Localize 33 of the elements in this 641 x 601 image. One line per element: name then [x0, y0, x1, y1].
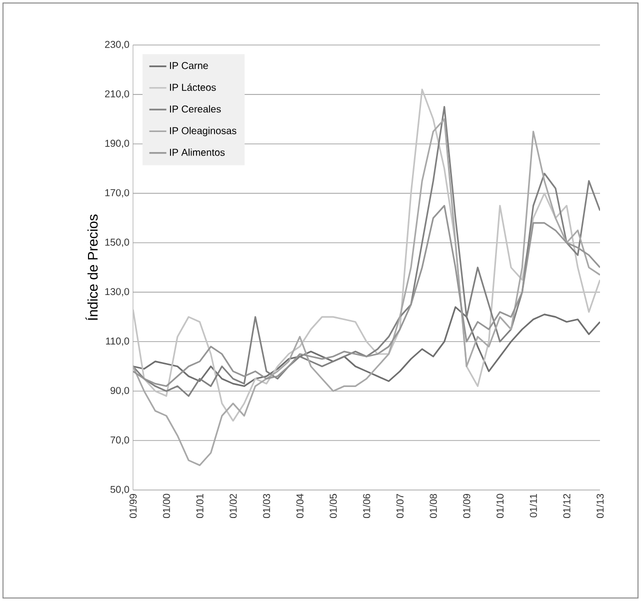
x-tick-label: 01/01: [196, 494, 204, 518]
x-tick-label: 01/00: [162, 494, 170, 518]
x-tick-label: 01/08: [430, 494, 437, 518]
x-tick-label: 01/10: [496, 494, 504, 518]
x-tick-label: 01/07: [396, 494, 404, 518]
x-tick-label: 01/11: [530, 494, 537, 518]
x-tick-label: 01/05: [329, 494, 337, 518]
y-tick-label: 190,0: [105, 140, 130, 148]
x-tick-label: 01/04: [296, 494, 304, 518]
line-series: [133, 306, 600, 387]
x-tick-label: 01/13: [596, 494, 604, 518]
y-tick-label: 150,0: [105, 238, 130, 247]
x-tick-label: 01/03: [262, 494, 270, 518]
legend-label: IP Cereales: [170, 105, 221, 113]
x-tick-label: 01/02: [229, 494, 237, 518]
y-tick-label: 70,0: [110, 436, 130, 445]
legend-label: IP Oleaginosas: [170, 126, 236, 136]
legend-label: IP Carne: [170, 62, 208, 70]
y-tick-label: 230,0: [105, 40, 130, 50]
y-tick-label: 170,0: [105, 189, 130, 198]
y-axis-title: Índice de Precios: [85, 214, 98, 320]
x-tick-label: 01/06: [362, 494, 370, 518]
line-series: [133, 204, 600, 387]
y-tick-label: 90,0: [110, 386, 130, 396]
x-tick-label: 01/12: [562, 494, 570, 518]
legend-label: IP Alimentos: [170, 148, 225, 156]
x-tick-label: 01/99: [129, 494, 137, 518]
y-tick-label: 110,0: [106, 338, 130, 346]
y-tick-label: 50,0: [110, 486, 130, 494]
y-tick-label: 130,0: [105, 288, 130, 296]
x-tick-label: 01/09: [462, 494, 470, 518]
legend-label: IP Lácteos: [170, 83, 216, 91]
y-tick-label: 210,0: [105, 90, 130, 99]
